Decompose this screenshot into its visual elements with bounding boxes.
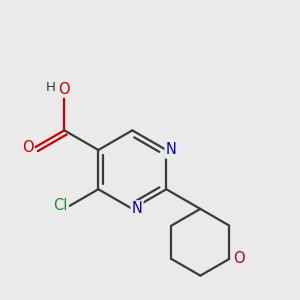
Text: O: O [233,251,245,266]
Text: O: O [58,82,70,97]
Text: Cl: Cl [54,198,68,213]
Text: N: N [132,201,142,216]
Text: O: O [22,140,33,154]
Text: N: N [166,142,176,158]
Text: H: H [46,81,56,94]
